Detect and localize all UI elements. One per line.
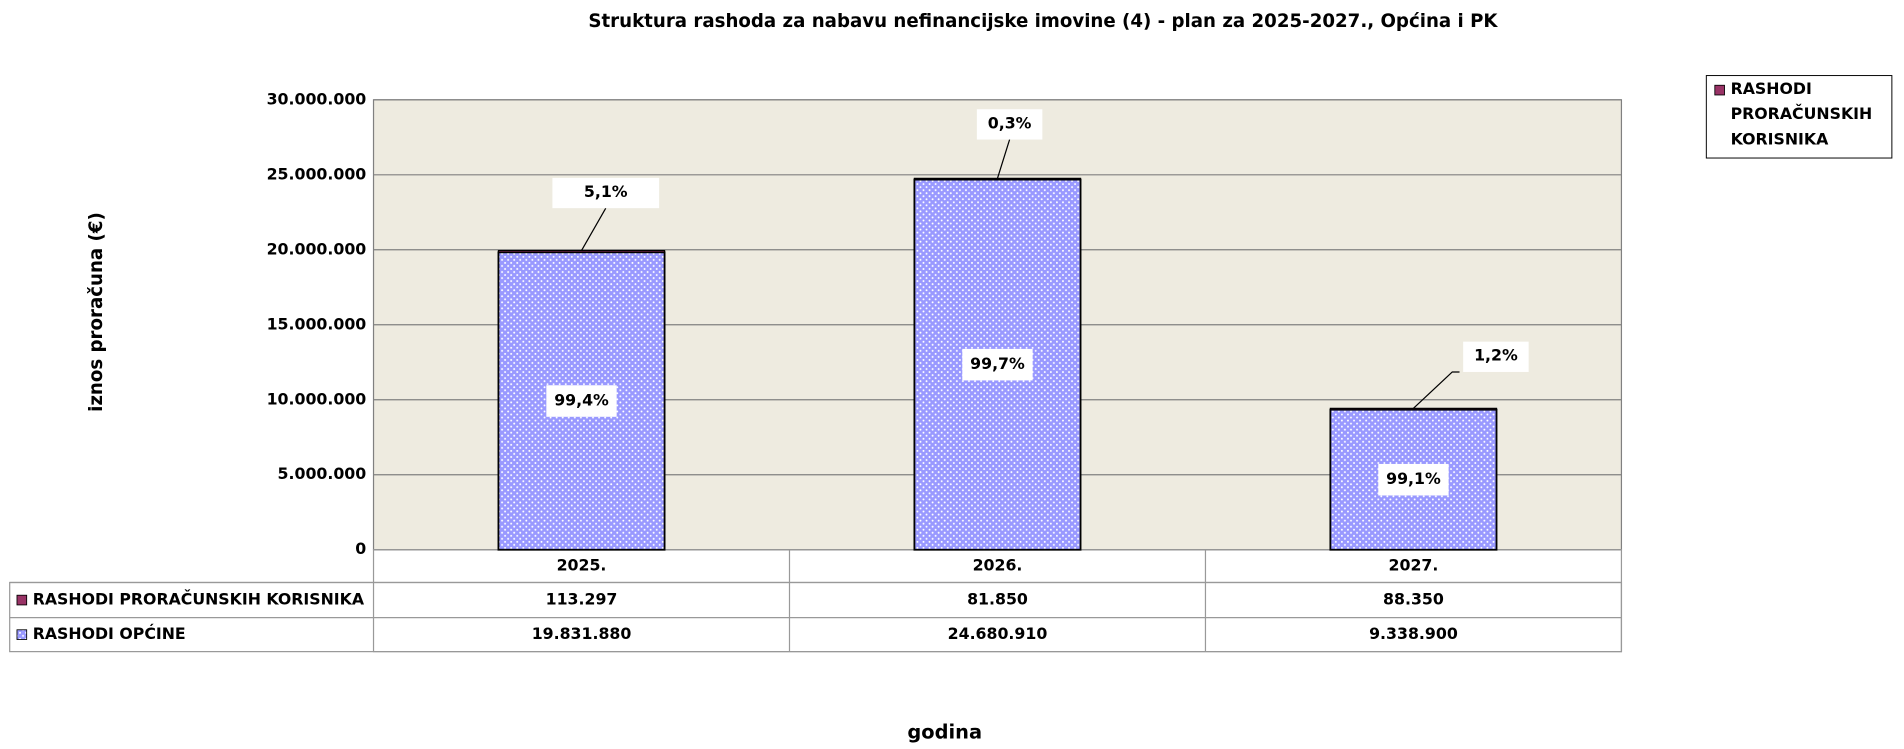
y-tick-label: 0 — [355, 539, 366, 558]
bar-segment — [1329, 407, 1498, 411]
x-tick-label: 2025. — [557, 556, 607, 575]
table-cell: 88.350 — [1383, 590, 1444, 609]
legend-key — [16, 629, 28, 640]
bar-segment — [497, 250, 666, 253]
data-label: 99,7% — [970, 354, 1025, 373]
y-tick-label: 30.000.000 — [267, 89, 367, 108]
legend-box — [1705, 75, 1893, 159]
table-cell: 113.297 — [546, 590, 618, 609]
data-label: 1,2% — [1474, 346, 1518, 365]
y-tick-label: 25.000.000 — [267, 164, 367, 183]
leader-line — [1413, 371, 1460, 409]
leader-line — [580, 207, 607, 251]
data-label-box — [1463, 341, 1529, 372]
x-tick-label: 2026. — [973, 556, 1023, 575]
data-label: 99,4% — [554, 391, 609, 410]
x-tick-label: 2027. — [1389, 556, 1439, 575]
legend-key — [16, 594, 28, 606]
data-label: 99,1% — [1386, 469, 1441, 488]
table-cell: 19.831.880 — [532, 624, 632, 643]
table-cell: 81.850 — [967, 590, 1028, 609]
data-label-box — [546, 385, 617, 417]
x-axis-label: godina — [907, 720, 982, 743]
legend: RASHODI PRORAČUNSKIH KORISNIKA — [1730, 80, 1873, 150]
legend-label: RASHODI PRORAČUNSKIH KORISNIKA — [1730, 80, 1873, 150]
data-label-box — [962, 348, 1033, 381]
table-row-label: RASHODI OPĆINE — [33, 624, 186, 643]
bar-segment — [913, 177, 1082, 181]
y-axis-label: iznos proračuna (€) — [86, 212, 107, 412]
y-tick-label: 20.000.000 — [267, 239, 367, 258]
leader-line — [996, 139, 1011, 179]
data-label-box — [552, 177, 660, 209]
y-tick-label: 10.000.000 — [267, 389, 367, 408]
data-label: 5,1% — [584, 182, 628, 201]
y-tick-label: 15.000.000 — [267, 314, 367, 333]
legend-key — [1714, 84, 1725, 96]
data-label: 0,3% — [988, 113, 1032, 132]
table-cell: 24.680.910 — [948, 624, 1048, 643]
y-tick-label: 5.000.000 — [278, 464, 367, 483]
chart-title: Struktura rashoda za nabavu nefinancijsk… — [588, 11, 1498, 32]
table-cell: 9.338.900 — [1369, 624, 1458, 643]
data-label-box — [1378, 463, 1449, 496]
data-label-box — [976, 109, 1043, 140]
table-row-label: RASHODI PRORAČUNSKIH KORISNIKA — [33, 590, 365, 609]
